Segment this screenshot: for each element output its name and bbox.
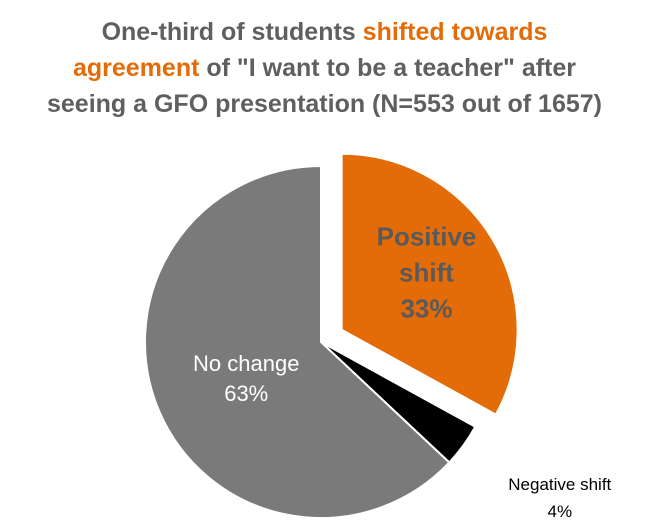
title-line-1: One-third of students shifted towards (0, 14, 649, 50)
data-label-positive-shift-pct: 33% (400, 294, 452, 324)
title-text: One-third of students (101, 18, 363, 46)
title-highlight: agreement (72, 54, 200, 82)
data-label-no-change: No change (193, 351, 299, 376)
title-line-3: seeing a GFO presentation (N=553 out of … (46, 90, 602, 118)
title-text: of "I want to be a teacher" after (199, 54, 576, 82)
data-label-positive-shift: shift (399, 258, 454, 288)
title-highlight: shifted towards (362, 18, 548, 46)
data-label-negative-shift: Negative shift (508, 475, 611, 494)
data-label-positive-shift: Positive (377, 222, 477, 252)
data-label-no-change-pct: 63% (224, 381, 268, 406)
pie-slice-no-change (144, 164, 451, 519)
pie-slice-positive-shift (340, 152, 519, 416)
chart-title: One-third of students shifted towards ag… (0, 14, 649, 122)
data-label-negative-shift-pct: 4% (548, 502, 573, 521)
title-line-2: agreement of "I want to be a teacher" af… (0, 50, 649, 86)
